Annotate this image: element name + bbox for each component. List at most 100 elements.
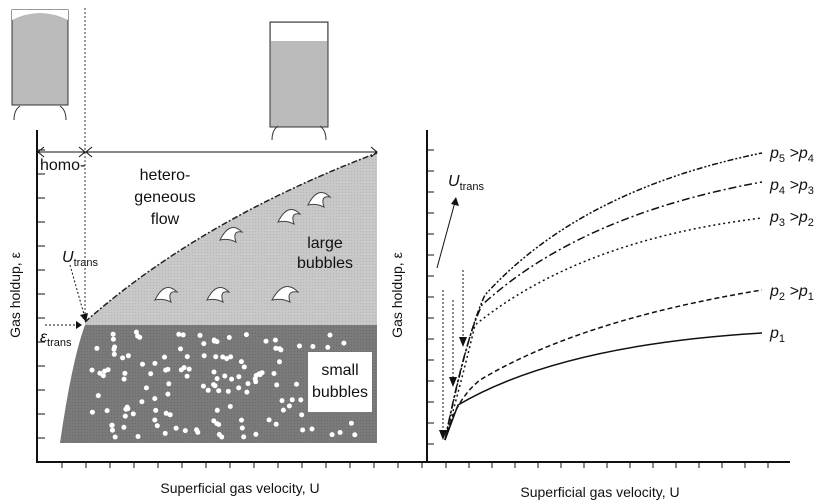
text: trans — [74, 257, 99, 269]
text: large — [307, 235, 343, 252]
bubble — [330, 432, 335, 437]
bubble — [240, 426, 245, 431]
text: U — [448, 173, 460, 190]
bubble — [341, 341, 346, 346]
u-trans: Utrans — [448, 173, 485, 193]
bubble — [202, 353, 207, 358]
curve-labels: p5 >p4p4 >p3p3 >p2p2 >p1p1 — [769, 145, 814, 345]
bubble — [246, 381, 251, 386]
text: p — [769, 325, 779, 342]
bubble — [121, 425, 126, 430]
text: p — [769, 145, 779, 162]
bubble — [139, 399, 144, 404]
bubble — [90, 368, 95, 373]
text: 1 — [808, 291, 814, 303]
text: 1 — [779, 333, 785, 345]
curve-p5 — [445, 153, 762, 440]
bubble — [297, 344, 302, 349]
bubble — [120, 355, 125, 360]
bubble — [352, 432, 357, 437]
bubble — [300, 428, 305, 433]
bubble — [163, 431, 168, 436]
bubble — [97, 371, 102, 376]
bubble — [294, 382, 299, 387]
bubble — [122, 371, 127, 376]
bubble — [274, 422, 279, 427]
bubble — [183, 428, 188, 433]
text: Gas holdup, ε — [7, 252, 23, 338]
u-arrow — [70, 265, 85, 318]
bubble — [111, 332, 116, 337]
bubble — [229, 377, 234, 382]
bubble — [211, 382, 216, 387]
y-label: Gas holdup, ε — [389, 252, 405, 338]
bubble — [267, 417, 272, 422]
bubble — [152, 418, 157, 423]
text: trans — [47, 337, 72, 349]
bubble — [253, 379, 258, 384]
bubble — [277, 359, 282, 364]
column-icon — [270, 22, 328, 140]
bubble — [274, 382, 279, 387]
text: 3 — [808, 185, 814, 197]
bubble — [227, 335, 232, 340]
axes — [427, 130, 790, 462]
curve-label: p4 >p3 — [769, 177, 814, 197]
curve-p1 — [445, 333, 762, 440]
bubble — [105, 408, 110, 413]
curve-label: p1 — [769, 325, 785, 345]
arrow — [437, 202, 455, 268]
bubble — [201, 384, 206, 389]
bubble — [310, 427, 315, 432]
bubble — [94, 346, 99, 351]
bubble — [152, 396, 157, 401]
bubble — [216, 388, 221, 393]
bubble — [206, 388, 211, 393]
bubble — [244, 390, 249, 395]
text: small — [321, 362, 358, 379]
bubble — [112, 345, 117, 350]
text: flow — [151, 211, 180, 228]
bubble — [219, 435, 224, 440]
bubble — [162, 355, 167, 360]
bubble — [239, 359, 244, 364]
column-icon — [12, 10, 68, 120]
bubble — [201, 341, 206, 346]
bubble — [140, 362, 145, 367]
bubble — [253, 432, 258, 437]
text: bubbles — [312, 384, 368, 401]
bubble — [96, 393, 101, 398]
curve-label: p3 >p2 — [769, 209, 814, 229]
ticks — [427, 150, 768, 468]
x-label: Superficial gas velocity, U — [520, 484, 679, 500]
bubble — [280, 398, 285, 403]
bubble — [290, 397, 295, 402]
bubble — [325, 345, 330, 350]
bubble — [273, 338, 278, 343]
bubble — [109, 423, 114, 428]
bubble — [212, 370, 217, 375]
text: p — [769, 177, 779, 194]
bubble — [272, 371, 277, 376]
curve-p3 — [445, 218, 762, 440]
text: trans — [460, 181, 485, 193]
bubble — [214, 421, 219, 426]
bubble — [239, 418, 244, 423]
bubble — [264, 339, 269, 344]
bubble — [113, 435, 118, 440]
bubble — [111, 337, 116, 342]
bubble — [125, 405, 130, 410]
bubble — [185, 354, 190, 359]
text: 2 — [808, 217, 814, 229]
homo-label: homo- — [40, 157, 85, 174]
text: 4 — [808, 153, 814, 165]
bubble — [153, 408, 158, 413]
bubble — [123, 414, 128, 419]
diagram: homo- hetero-geneousflow Utrans largebub… — [0, 0, 826, 503]
bubble — [194, 427, 199, 432]
bubble — [181, 332, 186, 337]
bubble — [165, 367, 170, 372]
text: p — [769, 209, 779, 226]
